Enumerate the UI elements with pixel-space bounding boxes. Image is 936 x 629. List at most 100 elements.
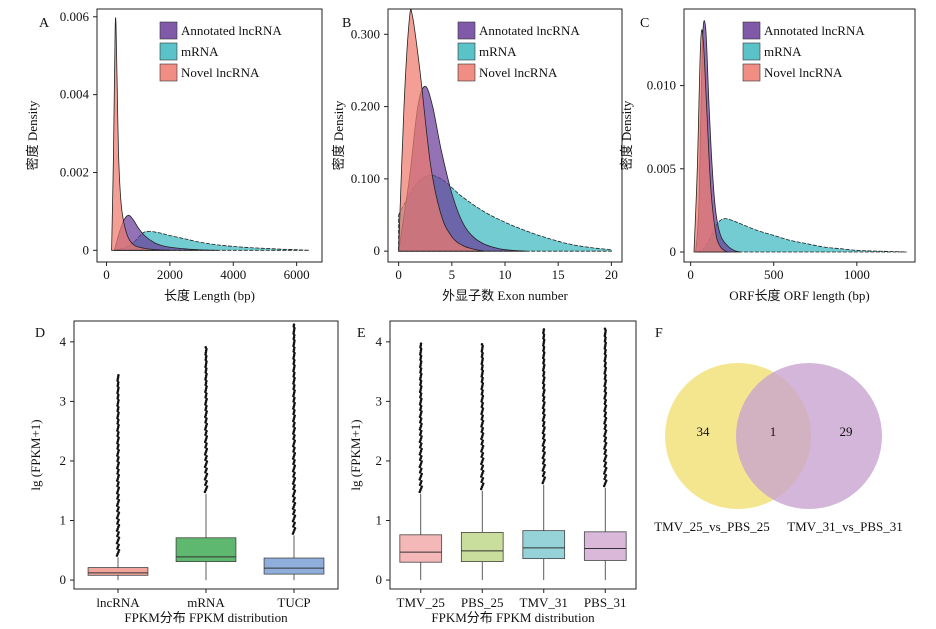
outlier-point [117, 518, 120, 522]
outlier-point [604, 423, 608, 427]
outlier-point [543, 446, 546, 449]
outlier-point [542, 395, 546, 399]
plot-frame [683, 8, 916, 263]
outlier-point [482, 482, 485, 485]
outlier-point [481, 432, 485, 435]
y-tick-label: 0.200 [351, 99, 380, 114]
outlier-point [604, 448, 608, 452]
outlier-point [604, 466, 608, 470]
outlier-point [604, 436, 608, 439]
box-tucp [263, 323, 325, 581]
outlier-point [542, 408, 546, 411]
x-axis-label: FPKM分布 FPKM distribution [124, 610, 288, 625]
venn-count-right-only: 29 [840, 424, 853, 439]
iqr-box [87, 567, 149, 576]
outlier-point [420, 410, 423, 413]
x-axis-label: 外显子数 Exon number [442, 288, 568, 303]
outlier-point [293, 451, 297, 455]
outlier-point [543, 451, 546, 454]
y-axis-label: 密度 Density [331, 100, 346, 170]
y-tick-label: 1 [376, 513, 383, 528]
outlier-point [117, 473, 121, 477]
outlier-point [293, 489, 297, 492]
x-tick-label: 5 [449, 267, 456, 282]
outlier-point [205, 404, 208, 408]
outlier-point [293, 501, 297, 505]
x-tick-label: 4000 [220, 267, 246, 282]
legend-label-novel-lncrna: Novel lncRNA [479, 65, 558, 80]
outlier-point [205, 472, 209, 476]
outlier-point [205, 485, 209, 488]
density-curve-novel-lncrna [398, 8, 484, 252]
outlier-points [541, 328, 547, 485]
panel-e-boxplot-samples: TMV_25 PBS_25 TMV_31 PBS_31 0 1 2 3 4 FPKM分布 FPKM… [348, 320, 637, 625]
x-tick-label: TUCP [277, 595, 310, 610]
outlier-point [420, 472, 423, 476]
outlier-point [481, 407, 485, 410]
panel-c-density-orf: 0 500 1000 0 0.005 0.010 ORF长度 ORF length (bp)… [619, 8, 916, 303]
outlier-point [604, 416, 608, 420]
x-tick-label: lncRNA [96, 595, 140, 610]
y-axis-label: lg (FPKM+1) [28, 419, 43, 490]
outlier-point [543, 388, 546, 392]
outlier-point [117, 536, 121, 540]
panel-label-a: A [39, 16, 50, 31]
legend-swatch-mrna [457, 42, 476, 61]
venn-label-left: TMV_25_vs_PBS_25 [654, 519, 770, 534]
outlier-point [481, 469, 485, 473]
outlier-point [604, 461, 608, 464]
iqr-box [399, 534, 443, 563]
iqr-box [460, 532, 504, 563]
box-lncrna [87, 373, 149, 581]
panel-label-f: F [655, 326, 663, 341]
x-tick-label: TMV_31 [520, 595, 568, 610]
outlier-point [205, 454, 208, 458]
outlier-point [293, 471, 296, 475]
legend-label-mrna: mRNA [764, 44, 802, 59]
iqr-box [263, 557, 325, 575]
outlier-point [543, 463, 546, 467]
outlier-point [481, 451, 485, 455]
plot-frame [96, 8, 323, 263]
outlier-point [420, 435, 423, 438]
outlier-point [481, 439, 485, 442]
outlier-point [117, 461, 120, 464]
venn-label-right: TMV_31_vs_PBS_31 [787, 519, 903, 534]
outlier-point [481, 414, 484, 417]
outlier-point [293, 509, 296, 512]
box-pbs-31 [583, 327, 627, 581]
outlier-point [205, 429, 208, 433]
y-tick-label: 0 [60, 572, 67, 587]
outlier-point [543, 476, 547, 479]
outlier-point [293, 521, 296, 525]
x-tick-label: 0 [687, 267, 694, 282]
y-tick-label: 0.004 [60, 87, 90, 102]
outlier-point [293, 414, 296, 417]
venn-count-left-only: 34 [697, 424, 711, 439]
iqr-box [522, 530, 566, 560]
legend-label-annotated-lncrna: Annotated lncRNA [764, 23, 865, 38]
x-axis-label: FPKM分布 FPKM distribution [431, 610, 595, 625]
outlier-point [420, 429, 423, 433]
y-axis-label: 密度 Density [25, 100, 40, 170]
outlier-point [481, 426, 485, 430]
outlier-points [115, 373, 121, 557]
outlier-point [205, 435, 209, 438]
outlier-point [543, 426, 546, 429]
outlier-point [419, 404, 423, 408]
outlier-point [205, 479, 208, 483]
legend-swatch-novel-lncrna [742, 63, 761, 82]
x-tick-label: PBS_31 [584, 595, 627, 610]
legend-label-novel-lncrna: Novel lncRNA [181, 65, 260, 80]
venn-circle-right [736, 363, 882, 509]
legend-swatch-novel-lncrna [159, 63, 178, 82]
outlier-point [543, 401, 546, 404]
outlier-point [420, 460, 423, 463]
outlier-points [418, 342, 424, 494]
outlier-point [293, 421, 296, 425]
x-tick-label: 15 [552, 267, 565, 282]
y-tick-label: 0 [83, 242, 90, 257]
outlier-point [542, 328, 546, 331]
legend-label-novel-lncrna: Novel lncRNA [764, 65, 843, 80]
